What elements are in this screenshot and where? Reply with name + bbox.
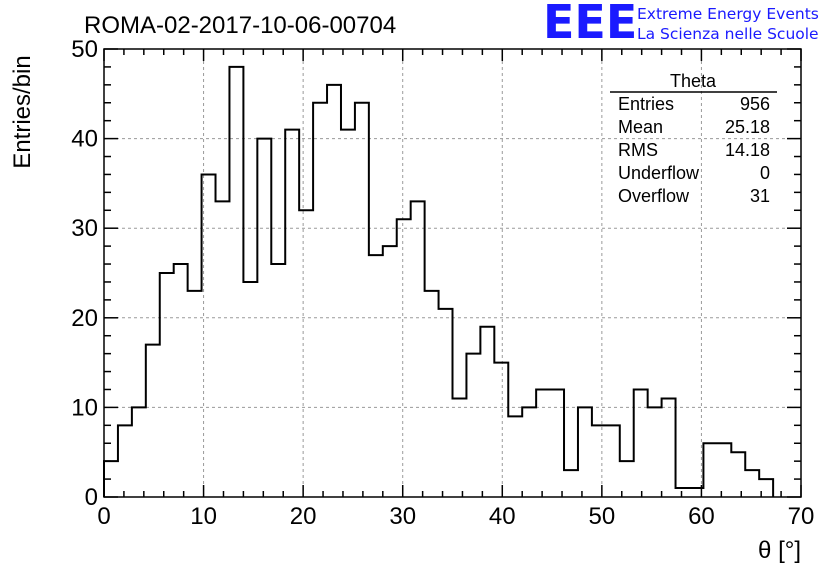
y-tick-label: 0: [85, 484, 98, 511]
y-tick-label: 40: [71, 126, 98, 153]
x-tick-label: 10: [190, 503, 217, 530]
x-tick-label: 0: [97, 503, 110, 530]
x-tick-label: 20: [290, 503, 317, 530]
stats-value-underflow: 0: [760, 163, 770, 183]
histogram-line: [103, 65, 775, 497]
stats-label-entries: Entries: [618, 94, 674, 114]
stats-value-overflow: 31: [750, 186, 770, 206]
stats-label-overflow: Overflow: [618, 186, 690, 206]
stats-label-rms: RMS: [618, 140, 658, 160]
stats-label-mean: Mean: [618, 117, 663, 137]
stats-title: Theta: [670, 71, 717, 91]
stats-value-rms: 14.18: [725, 140, 770, 160]
plot-frame: [103, 48, 802, 498]
x-tick-label: 40: [489, 503, 516, 530]
grid-lines: [104, 49, 801, 497]
stats-label-underflow: Underflow: [618, 163, 700, 183]
x-tick-label: 70: [788, 503, 815, 530]
stats-box: Theta Entries 956 Mean 25.18 RMS 14.18 U…: [610, 71, 777, 206]
y-tick-label: 30: [71, 215, 98, 242]
logo-line-1: Extreme Energy Events: [637, 5, 819, 23]
chart-title: ROMA-02-2017-10-06-00704: [84, 12, 396, 39]
axes: 0 10 20 30 40 50 60 70 0 10 20 30 40 50: [71, 36, 814, 530]
stats-value-entries: 956: [740, 94, 770, 114]
y-tick-label: 50: [71, 36, 98, 63]
y-tick-label: 20: [71, 305, 98, 332]
stats-value-mean: 25.18: [725, 117, 770, 137]
y-axis-label: Entries/bin: [9, 55, 36, 168]
x-tick-label: 50: [589, 503, 616, 530]
y-tick-label: 10: [71, 394, 98, 421]
x-tick-label: 60: [688, 503, 715, 530]
x-axis-label: θ [°]: [758, 537, 801, 564]
logo-line-2: La Scienza nelle Scuole: [637, 25, 819, 43]
eee-logo-mark: EEE: [543, 0, 637, 49]
x-tick-label: 30: [389, 503, 416, 530]
